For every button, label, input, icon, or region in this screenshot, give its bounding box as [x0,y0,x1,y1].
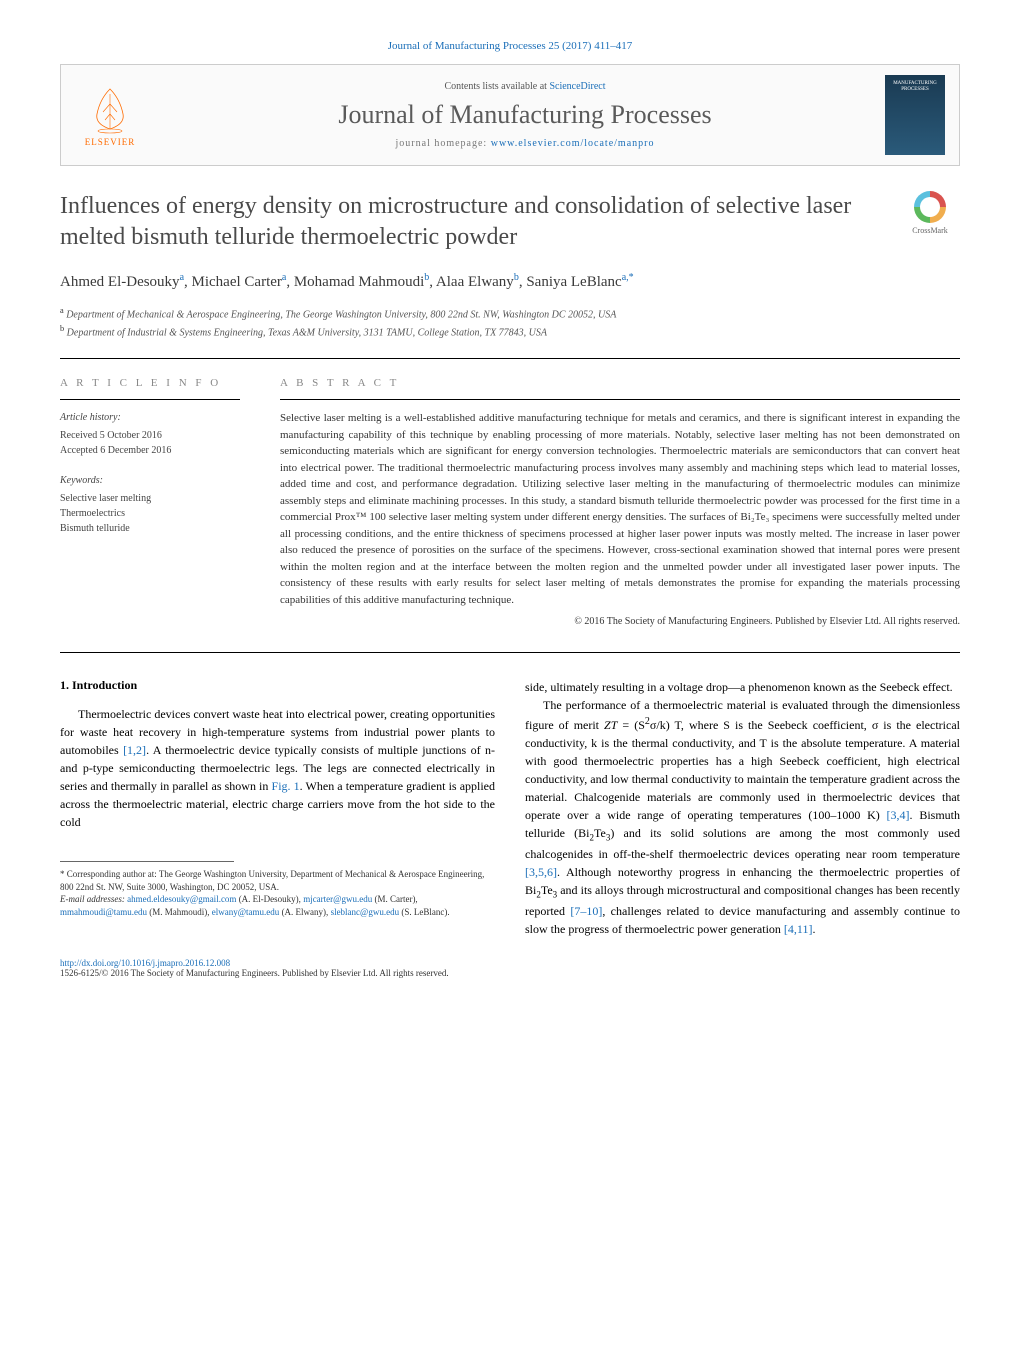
received-date: Received 5 October 2016 [60,428,240,443]
ref-link[interactable]: [4,11] [784,922,813,936]
cover-text-2: PROCESSES [901,87,929,93]
divider [60,652,960,653]
abstract-copyright: © 2016 The Society of Manufacturing Engi… [280,616,960,627]
ref-link[interactable]: [1,2] [123,743,146,757]
footnote-divider [60,861,234,862]
intro-paragraph-2: The performance of a thermoelectric mate… [525,696,960,938]
right-column: side, ultimately resulting in a voltage … [525,678,960,938]
keyword: Bismuth telluride [60,521,240,536]
elsevier-logo: ELSEVIER [75,78,145,153]
abstract-text: Selective laser melting is a well-establ… [280,410,960,608]
sciencedirect-link[interactable]: ScienceDirect [549,81,605,92]
elsevier-label: ELSEVIER [85,137,136,147]
email-link[interactable]: mmahmoudi@tamu.edu [60,907,147,917]
bottom-info: http://dx.doi.org/10.1016/j.jmapro.2016.… [60,958,960,978]
affiliations: a Department of Mechanical & Aerospace E… [60,305,960,340]
crossmark-label: CrossMark [912,226,948,235]
keyword: Thermoelectrics [60,506,240,521]
contents-prefix: Contents lists available at [444,81,549,92]
crossmark-badge[interactable]: CrossMark [900,191,960,235]
doi-link[interactable]: http://dx.doi.org/10.1016/j.jmapro.2016.… [60,958,230,968]
email-link[interactable]: mjcarter@gwu.edu [303,894,372,904]
history-label: Article history: [60,410,240,425]
email-link[interactable]: sleblanc@gwu.edu [331,907,400,917]
homepage-link[interactable]: www.elsevier.com/locate/manpro [491,138,655,149]
article-info-heading: A R T I C L E I N F O [60,377,240,389]
left-column: 1. Introduction Thermoelectric devices c… [60,678,495,938]
elsevier-tree-icon [85,84,135,134]
intro-heading: 1. Introduction [60,678,495,693]
corresponding-author-note: * Corresponding author at: The George Wa… [60,868,495,893]
email-link[interactable]: elwany@tamu.edu [212,907,280,917]
article-title: Influences of energy density on microstr… [60,191,880,253]
journal-name: Journal of Manufacturing Processes [165,100,885,130]
affiliation-b: b Department of Industrial & Systems Eng… [60,323,960,340]
journal-cover-thumbnail: MANUFACTURING PROCESSES [885,75,945,155]
divider [60,358,960,359]
contents-line: Contents lists available at ScienceDirec… [165,81,885,92]
info-divider [60,399,240,400]
crossmark-icon [914,191,946,223]
figure-link[interactable]: Fig. 1 [272,779,300,793]
email-addresses: E-mail addresses: ahmed.eldesouky@gmail.… [60,893,495,918]
abstract-heading: A B S T R A C T [280,377,960,389]
journal-reference: Journal of Manufacturing Processes 25 (2… [60,40,960,52]
affiliation-a: a Department of Mechanical & Aerospace E… [60,305,960,322]
keywords-label: Keywords: [60,473,240,488]
abstract-divider [280,399,960,400]
authors-list: Ahmed El-Desoukya, Michael Cartera, Moha… [60,271,960,293]
homepage-prefix: journal homepage: [396,138,491,149]
ref-link[interactable]: [7–10] [570,904,602,918]
intro-paragraph-1-cont: side, ultimately resulting in a voltage … [525,678,960,696]
email-link[interactable]: ahmed.eldesouky@gmail.com [127,894,236,904]
accepted-date: Accepted 6 December 2016 [60,443,240,458]
intro-paragraph-1: Thermoelectric devices convert waste hea… [60,705,495,831]
issn-copyright: 1526-6125/© 2016 The Society of Manufact… [60,968,449,978]
article-info-column: A R T I C L E I N F O Article history: R… [60,377,260,627]
abstract-column: A B S T R A C T Selective laser melting … [260,377,960,627]
keyword: Selective laser melting [60,491,240,506]
homepage-line: journal homepage: www.elsevier.com/locat… [165,138,885,149]
ref-link[interactable]: [3,5,6] [525,865,557,879]
ref-link[interactable]: [3,4] [887,808,910,822]
journal-header: ELSEVIER Contents lists available at Sci… [60,64,960,166]
